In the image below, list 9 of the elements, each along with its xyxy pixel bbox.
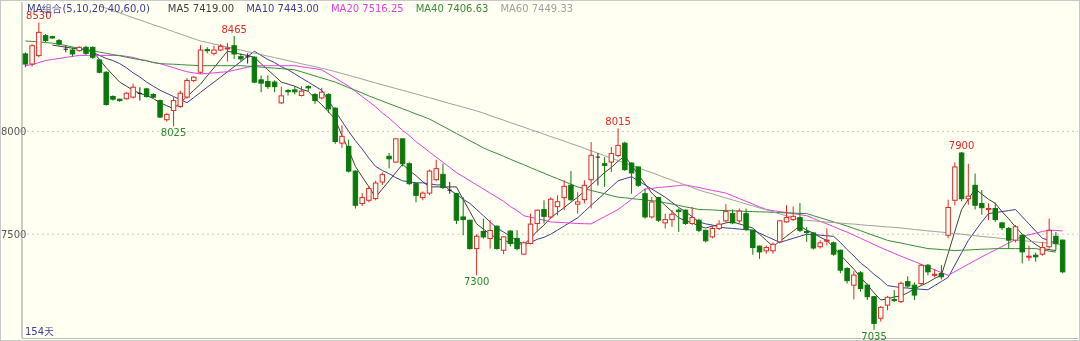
annotation: 8025: [160, 127, 187, 139]
annotation: 7035: [861, 330, 887, 341]
annotation: 154天: [25, 326, 55, 337]
annotation: 8015: [605, 116, 631, 128]
annotation: 8465: [221, 23, 247, 35]
y-tick-label: 8000: [1, 126, 27, 138]
annotation: 7300: [463, 276, 490, 288]
y-tick-label: 7500: [1, 229, 27, 241]
annotation: 7900: [948, 139, 975, 151]
